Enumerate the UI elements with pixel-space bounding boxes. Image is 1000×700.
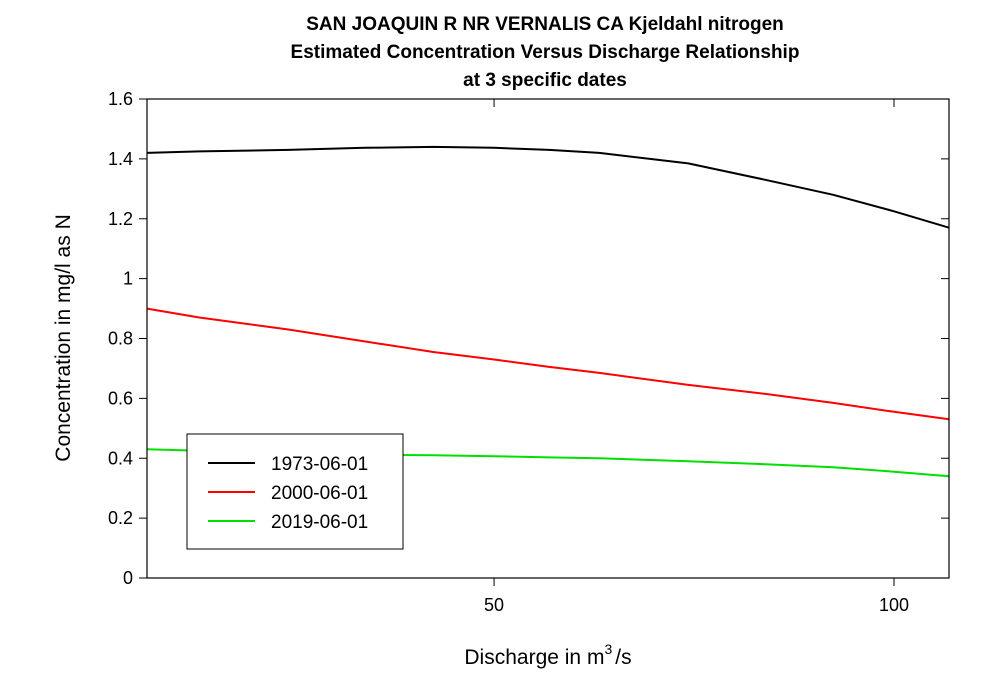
plot-area: [146, 98, 950, 579]
y-tick-label: 1.6: [108, 89, 133, 109]
axis-ticks: 0 0.2 0.4 0.6 0.8 1 1.2 1.4 1.6 50 100: [108, 89, 949, 615]
y-tick-label: 0.4: [108, 448, 133, 468]
series-line-1973-06-01: [146, 145, 950, 229]
y-tick-label: 1.4: [108, 149, 133, 169]
chart-subtitle-dates: at 3 specific dates: [463, 70, 627, 91]
y-tick-label: 0.2: [108, 508, 133, 528]
chart-subtitle: Estimated Concentration Versus Discharge…: [291, 42, 800, 63]
legend-label: 1973-06-01: [271, 454, 368, 475]
x-axis-label-main: Discharge in m: [464, 646, 604, 669]
y-tick-label: 0.6: [108, 388, 133, 408]
series-line-2000-06-01: [146, 307, 950, 421]
y-tick-label: 1: [123, 269, 133, 289]
x-axis-label-suffix: /s: [615, 646, 631, 669]
y-axis-label: Concentration in mg/l as N: [52, 214, 75, 461]
legend: 1973-06-01 2000-06-01 2019-06-01: [186, 433, 404, 550]
x-axis-label: Discharge in m3/s: [464, 641, 631, 669]
y-tick-label: 0: [123, 568, 133, 588]
x-tick-label: 100: [879, 595, 909, 615]
legend-label: 2019-06-01: [271, 512, 368, 533]
x-tick-label: 50: [484, 595, 504, 615]
legend-label: 2000-06-01: [271, 483, 368, 504]
y-tick-label: 1.2: [108, 209, 133, 229]
chart-title: SAN JOAQUIN R NR VERNALIS CA Kjeldahl ni…: [306, 14, 784, 35]
x-axis-label-sup: 3: [604, 641, 612, 657]
series-lines: [146, 145, 950, 478]
y-tick-label: 0.8: [108, 329, 133, 349]
